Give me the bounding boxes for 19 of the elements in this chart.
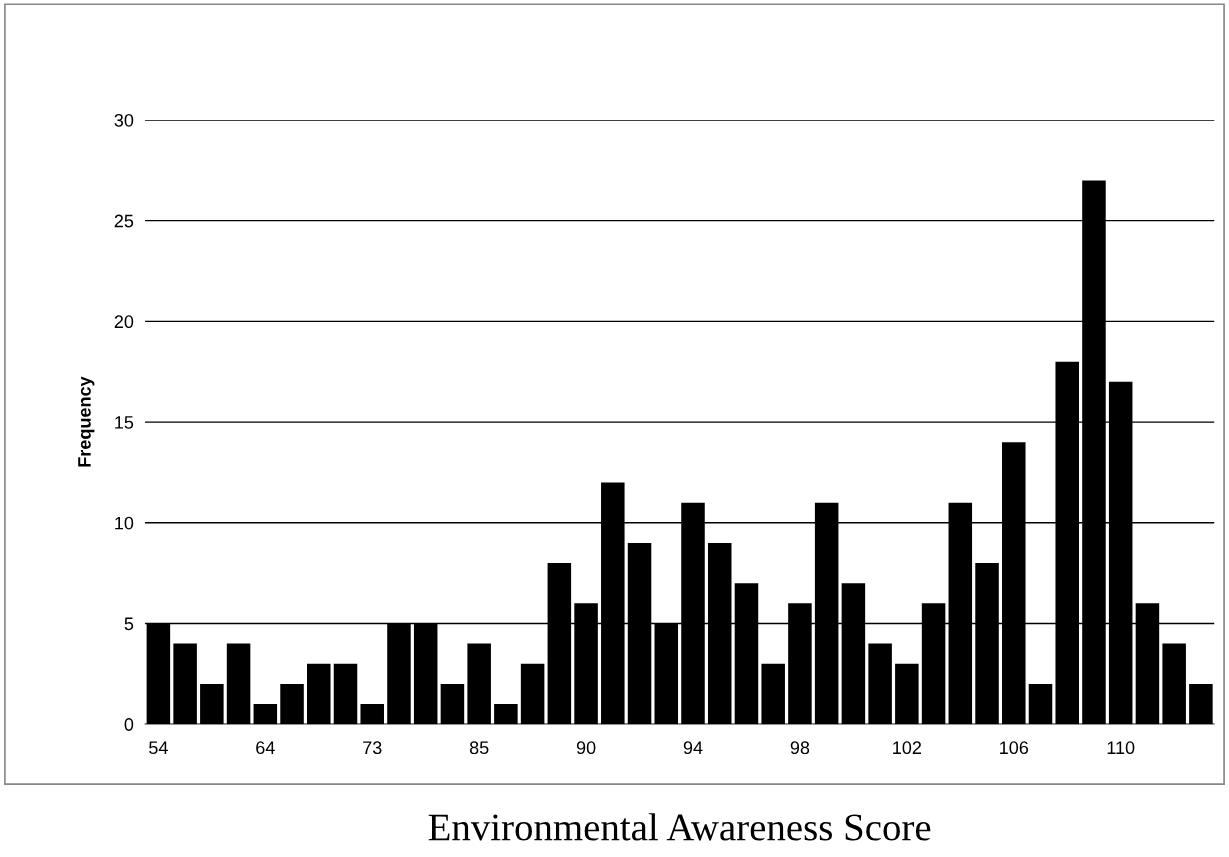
x-tick-label: 54 [149, 741, 168, 755]
x-tick-label: 110 [1107, 741, 1135, 755]
x-tick-label: 94 [683, 741, 703, 755]
x-axis-title: Environmental Awareness Score [428, 813, 931, 841]
x-tick-label: 106 [1000, 741, 1029, 755]
x-tick-label: 85 [469, 741, 489, 755]
x-tick-label: 90 [576, 741, 596, 755]
x-tick-label: 102 [893, 741, 922, 755]
x-tick-label: 73 [363, 741, 382, 755]
y-tick-label: 20 [114, 315, 134, 329]
y-tick-label: 5 [124, 617, 134, 631]
x-tick-label: 64 [256, 741, 275, 755]
y-tick-label: 15 [115, 416, 134, 429]
y-tick-label: 30 [114, 113, 134, 127]
y-axis-title: Frequency [78, 376, 95, 467]
y-tick-label: 25 [114, 214, 134, 228]
y-tick-label: 0 [124, 718, 134, 731]
x-tick-label: 98 [790, 741, 810, 755]
y-tick-label: 10 [115, 516, 134, 530]
